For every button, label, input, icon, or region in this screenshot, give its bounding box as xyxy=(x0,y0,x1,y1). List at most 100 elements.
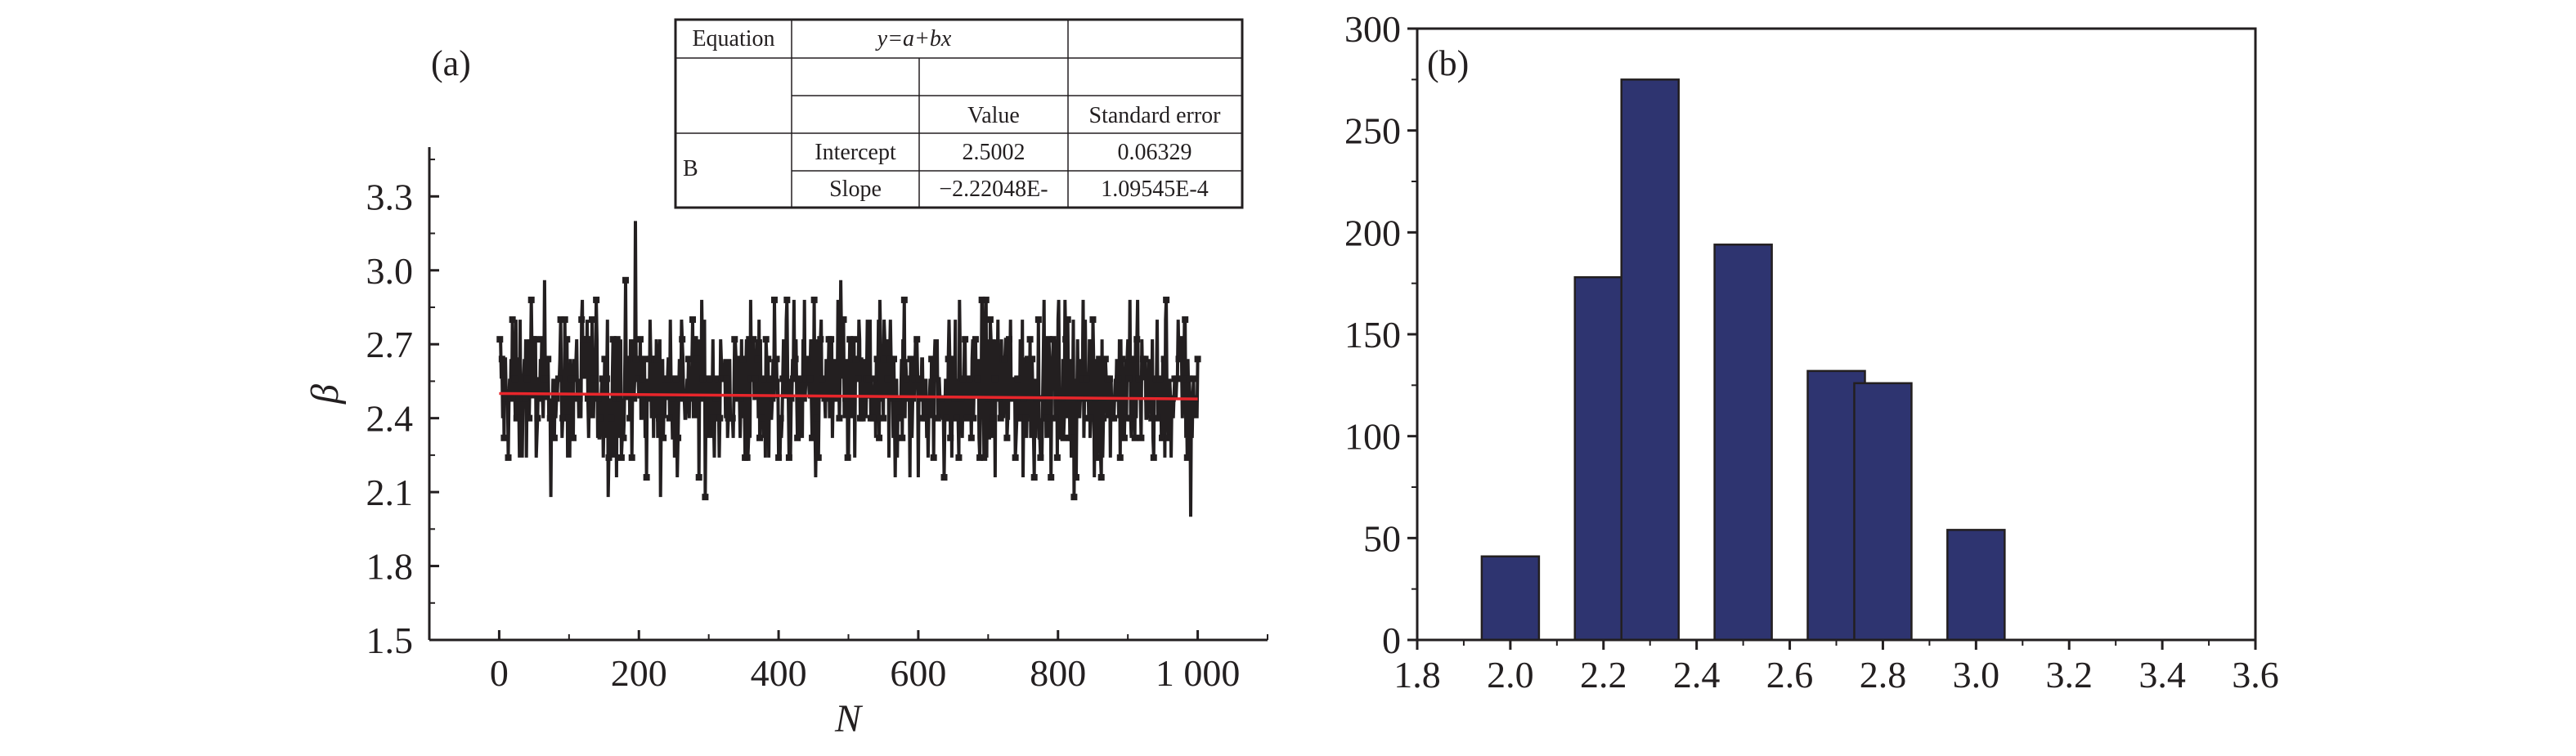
panel-a-data-point xyxy=(790,375,797,382)
panel-a-data-point xyxy=(526,414,533,422)
panel-b-y-tick-label: 300 xyxy=(1344,8,1401,50)
panel-a-data-point xyxy=(981,454,988,461)
panel-a-data-point xyxy=(657,414,665,422)
panel-a-data-point xyxy=(837,336,845,343)
panel-b-x-tick-label: 2.8 xyxy=(1860,654,1907,696)
panel-a-data-point xyxy=(645,395,653,402)
panel-a-data-point xyxy=(675,434,682,441)
panel-b-y-tick-label: 50 xyxy=(1363,517,1401,559)
panel-a-data-point xyxy=(555,375,563,382)
panel-a-data-point xyxy=(978,296,985,303)
panel-a-data-point xyxy=(1182,316,1189,324)
panel-a-data-point xyxy=(953,414,960,422)
panel-b-x-tick-label: 1.8 xyxy=(1393,654,1441,696)
panel-a-data-point xyxy=(918,395,925,402)
panel-a-data-point xyxy=(620,434,627,441)
panel-a-data-point xyxy=(794,434,801,441)
panel-a-data-point xyxy=(809,434,816,441)
fit-table-border xyxy=(674,18,1244,209)
panel-a-data-point xyxy=(758,414,765,422)
panel-a-series xyxy=(496,221,1201,517)
panel-a-data-point xyxy=(1150,454,1157,461)
panel-a-data-point xyxy=(1045,336,1052,343)
fit-table-cell: Standard error xyxy=(1089,103,1222,128)
panel-a-data-point xyxy=(1131,434,1138,441)
panel-a-data-point xyxy=(557,316,564,324)
panel-a-data-point xyxy=(762,336,770,343)
panel-a-data-point xyxy=(576,395,583,402)
panel-a-data-point xyxy=(714,375,721,382)
panel-a-data-point xyxy=(756,434,764,441)
panel-a-data-point xyxy=(876,434,883,441)
panel-a-data-point xyxy=(840,316,847,324)
panel-a-data-point xyxy=(815,454,822,461)
panel-a-data-point xyxy=(1053,454,1061,461)
panel-a-data-point xyxy=(824,395,831,402)
panel-a-x-tick-label: 600 xyxy=(890,652,946,694)
panel-a-data-point xyxy=(1072,474,1079,481)
panel-a-data-point xyxy=(888,395,895,402)
panel-a-data-point xyxy=(1029,356,1036,363)
panel-b-y-tick-label: 100 xyxy=(1344,416,1401,458)
panel-a-data-point xyxy=(1194,356,1201,363)
panel-a-data-point xyxy=(712,395,720,402)
panel-a-xlabel: N xyxy=(834,697,864,740)
panel-b-bar xyxy=(1946,529,2006,642)
panel-a-data-point xyxy=(584,395,591,402)
panel-a-data-point xyxy=(765,356,772,363)
panel-a-data-point xyxy=(865,375,873,382)
panel-a-data-point xyxy=(1173,375,1180,382)
panel-a-data-point xyxy=(907,356,914,363)
panel-a-data-point xyxy=(739,356,747,363)
panel-a-data-point xyxy=(1152,375,1160,382)
panel-a-data-point xyxy=(511,375,518,382)
panel-a-data-point xyxy=(1060,434,1067,441)
panel-a-data-point xyxy=(586,336,594,343)
panel-a-data-point xyxy=(664,375,671,382)
panel-a-data-point xyxy=(1043,414,1051,422)
panel-a-data-point xyxy=(770,296,778,303)
panel-a-data-point xyxy=(934,414,941,422)
panel-a-data-point xyxy=(833,395,841,402)
panel-a-data-point xyxy=(1160,356,1168,363)
panel-a-data-point xyxy=(668,395,675,402)
panel-a-data-point xyxy=(974,375,981,382)
panel-a-data-point xyxy=(861,395,868,402)
panel-a-data-point xyxy=(1022,414,1030,422)
panel-a-data-point xyxy=(1083,375,1090,382)
panel-a-data-point xyxy=(970,414,977,422)
panel-a-data-point xyxy=(1179,375,1187,382)
panel-a-data-point xyxy=(1102,356,1109,363)
panel-a-data-point xyxy=(886,356,893,363)
panel-a-data-point xyxy=(653,356,661,363)
panel-a-data-point xyxy=(836,414,843,422)
panel-a-data-point xyxy=(982,296,990,303)
panel-a-data-point xyxy=(747,375,755,382)
panel-a-data-point xyxy=(813,414,820,422)
panel-a-x-tick-label: 200 xyxy=(611,652,667,694)
panel-b-bar xyxy=(1620,78,1680,642)
panel-a-data-point xyxy=(922,414,929,422)
panel-a-data-point xyxy=(1068,434,1075,441)
panel-a-data-point xyxy=(828,336,835,343)
panel-a-data-point xyxy=(1079,375,1086,382)
panel-a-y-tick-label: 2.7 xyxy=(366,324,414,365)
panel-a-data-point xyxy=(899,434,906,441)
panel-a-data-point xyxy=(930,454,937,461)
fit-table-cell: Intercept xyxy=(815,140,896,165)
panel-a-data-point xyxy=(628,454,635,461)
panel-a-data-point xyxy=(1125,375,1133,382)
panel-a-data-point xyxy=(523,375,531,382)
panel-a-data-point xyxy=(1096,356,1103,363)
panel-a-data-point xyxy=(1111,414,1118,422)
panel-a-data-point xyxy=(578,316,586,324)
panel-a-data-point xyxy=(553,395,560,402)
panel-a-data-point xyxy=(559,414,567,422)
panel-a-data-point xyxy=(545,356,552,363)
panel-a-data-point xyxy=(624,356,631,363)
panel-a-data-point xyxy=(848,356,855,363)
panel-a-data-point xyxy=(976,454,984,461)
panel-b-x-tick-label: 3.0 xyxy=(1953,654,2000,696)
panel-a-data-point xyxy=(542,375,550,382)
panel-a-data-point xyxy=(635,375,642,382)
